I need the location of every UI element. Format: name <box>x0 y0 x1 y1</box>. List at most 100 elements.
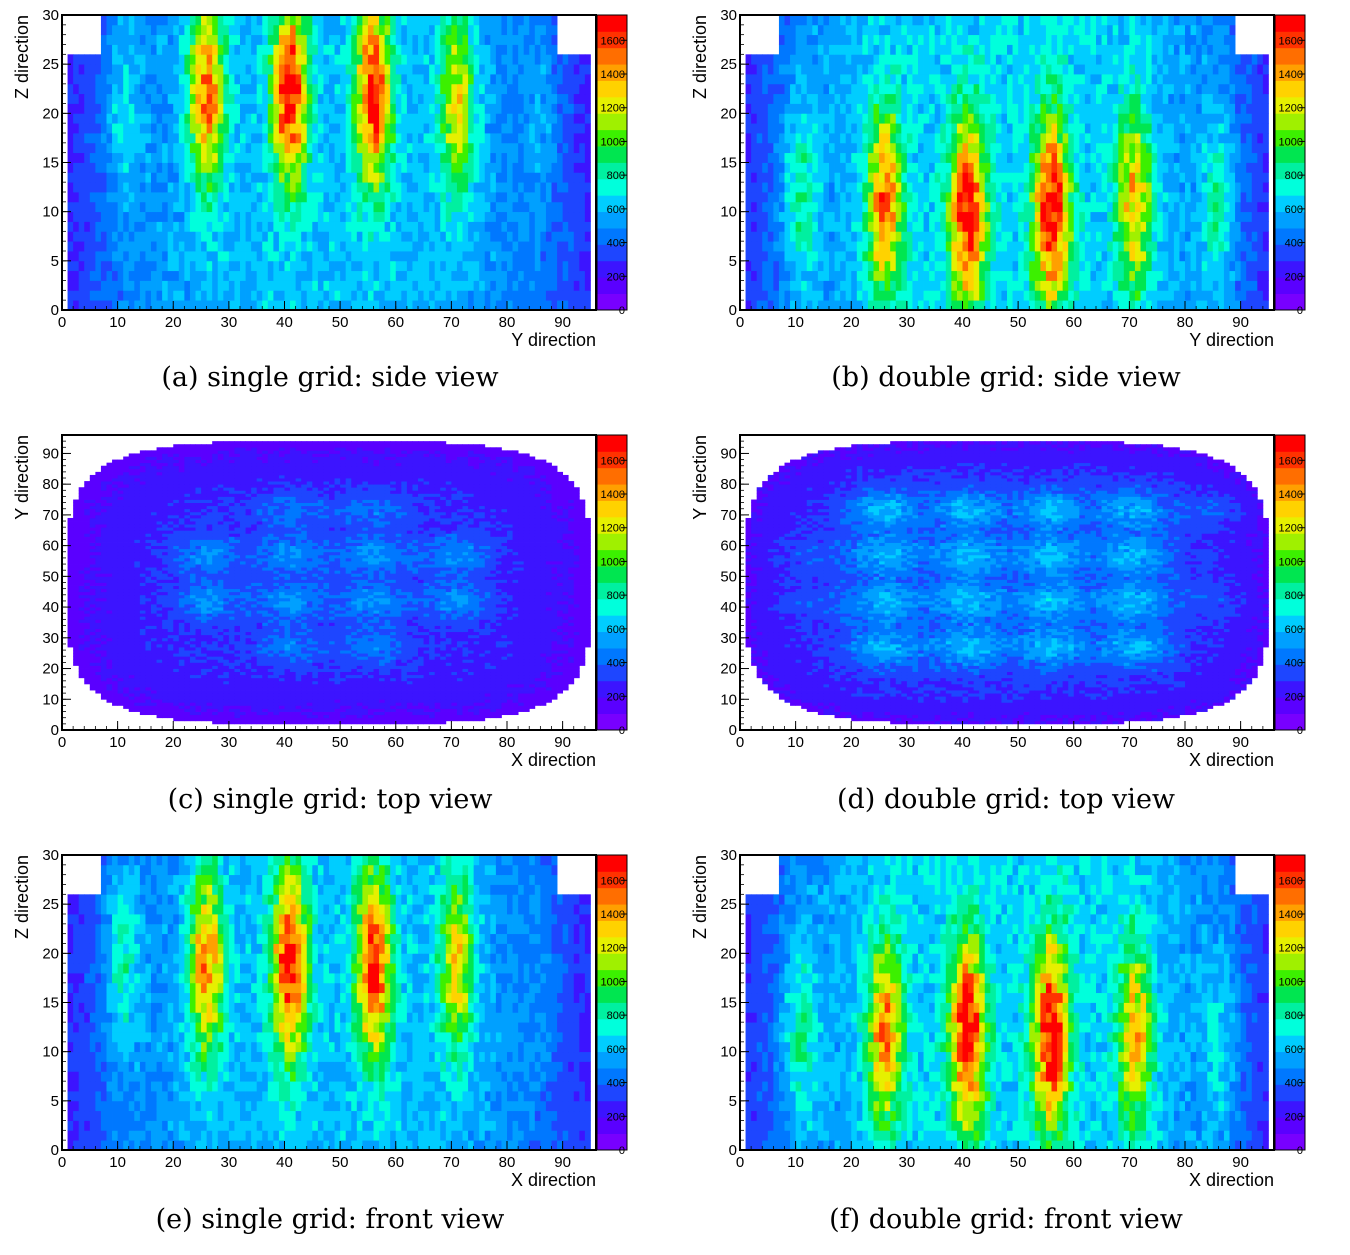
heatmap-cell <box>162 172 168 182</box>
heatmap-cell <box>901 94 907 104</box>
heatmap-cell <box>1107 133 1113 143</box>
heatmap-cell <box>1152 251 1158 261</box>
heatmap-cell <box>1118 113 1124 123</box>
heatmap-cell <box>1018 113 1024 123</box>
heatmap-cell <box>240 35 246 45</box>
heatmap-cell <box>229 133 235 143</box>
heatmap-cell <box>474 281 480 291</box>
heatmap-cell <box>940 163 946 173</box>
heatmap-cell <box>912 251 918 261</box>
heatmap-cell <box>340 64 346 74</box>
heatmap-cell <box>246 300 252 310</box>
heatmap-cell <box>835 251 841 261</box>
heatmap-cell <box>312 104 318 114</box>
heatmap-cell <box>585 300 591 310</box>
heatmap-cell <box>162 25 168 35</box>
heatmap-cell <box>251 300 257 310</box>
heatmap-cell <box>396 192 402 202</box>
heatmap-cell <box>279 94 285 104</box>
heatmap-cell <box>318 153 324 163</box>
heatmap-cell <box>296 163 302 173</box>
heatmap-cell <box>201 300 207 310</box>
heatmap-cell <box>312 25 318 35</box>
heatmap-cell <box>162 45 168 55</box>
heatmap-cell <box>184 261 190 271</box>
heatmap-cell <box>1096 231 1102 241</box>
heatmap-cell <box>501 251 507 261</box>
heatmap-cell <box>435 251 441 261</box>
heatmap-cell <box>974 251 980 261</box>
heatmap-cell <box>218 45 224 55</box>
heatmap-cell <box>807 133 813 143</box>
heatmap-cell <box>963 261 969 271</box>
heatmap-cell <box>751 212 757 222</box>
heatmap-cell <box>301 261 307 271</box>
heatmap-cell <box>524 281 530 291</box>
heatmap-cell <box>184 172 190 182</box>
heatmap-cell <box>496 153 502 163</box>
heatmap-cell <box>1202 231 1208 241</box>
heatmap-cell <box>173 300 179 310</box>
heatmap-cell <box>829 222 835 232</box>
heatmap-cell <box>385 202 391 212</box>
heatmap-cell <box>162 231 168 241</box>
heatmap-cell <box>1202 123 1208 133</box>
heatmap-cell <box>168 113 174 123</box>
heatmap-cell <box>896 94 902 104</box>
heatmap-cell <box>179 300 185 310</box>
heatmap-cell <box>1263 281 1269 291</box>
heatmap-cell <box>307 25 313 35</box>
heatmap-cell <box>312 251 318 261</box>
heatmap-cell <box>84 212 90 222</box>
heatmap-cell <box>1241 251 1247 261</box>
heatmap-cell <box>918 104 924 114</box>
heatmap-cell <box>446 212 452 222</box>
heatmap-cell <box>974 202 980 212</box>
heatmap-cell <box>79 172 85 182</box>
heatmap-cell <box>90 300 96 310</box>
heatmap-cell <box>885 261 891 271</box>
heatmap-cell <box>985 133 991 143</box>
heatmap-cell <box>746 261 752 271</box>
heatmap-cell <box>151 133 157 143</box>
heatmap-cell <box>818 251 824 261</box>
heatmap-cell <box>579 113 585 123</box>
heatmap-cell <box>501 35 507 45</box>
heatmap-cell <box>1013 172 1019 182</box>
heatmap-cell <box>151 182 157 192</box>
heatmap-cell <box>785 281 791 291</box>
heatmap-cell <box>851 163 857 173</box>
heatmap-cell <box>968 94 974 104</box>
heatmap-cell <box>129 172 135 182</box>
heatmap-cell <box>218 15 224 25</box>
heatmap-cell <box>585 290 591 300</box>
heatmap-cell <box>429 182 435 192</box>
heatmap-cell <box>918 300 924 310</box>
heatmap-cell <box>190 45 196 55</box>
heatmap-cell <box>234 64 240 74</box>
heatmap-cell <box>184 212 190 222</box>
heatmap-cell <box>157 202 163 212</box>
heatmap-cell <box>968 192 974 202</box>
heatmap-cell <box>485 153 491 163</box>
heatmap-cell <box>835 241 841 251</box>
heatmap-cell <box>751 123 757 133</box>
heatmap-cell <box>374 172 380 182</box>
heatmap-cell <box>307 153 313 163</box>
heatmap-cell <box>529 153 535 163</box>
heatmap-cell <box>212 212 218 222</box>
heatmap-cell <box>1074 241 1080 251</box>
heatmap-cell <box>529 192 535 202</box>
heatmap-cell <box>95 74 101 84</box>
heatmap-cell <box>1046 271 1052 281</box>
heatmap-cell <box>1241 290 1247 300</box>
heatmap-cell <box>924 104 930 114</box>
heatmap-cell <box>1213 143 1219 153</box>
heatmap-cell <box>846 172 852 182</box>
heatmap-cell <box>457 133 463 143</box>
heatmap-cell <box>112 133 118 143</box>
heatmap-cell <box>145 163 151 173</box>
heatmap-cell <box>979 113 985 123</box>
heatmap-cell <box>374 281 380 291</box>
heatmap-cell <box>429 281 435 291</box>
